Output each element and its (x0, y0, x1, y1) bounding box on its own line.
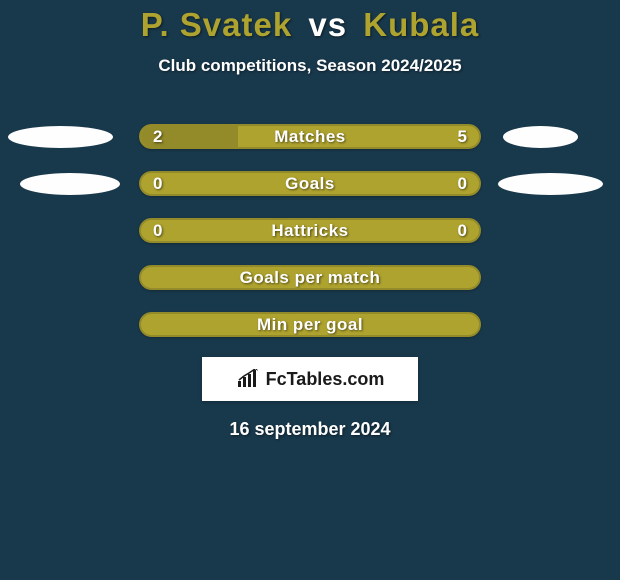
player2-name: Kubala (363, 6, 479, 43)
stat-label: Min per goal (141, 315, 479, 335)
chart-icon (236, 369, 260, 389)
stat-bar: 25Matches (139, 124, 481, 149)
logo-box: FcTables.com (202, 357, 418, 401)
flag-ellipse-left (20, 173, 120, 195)
stat-row: Goals per match (0, 265, 620, 290)
stat-bar: 00Hattricks (139, 218, 481, 243)
stats-card: P. Svatek vs Kubala Club competitions, S… (0, 0, 620, 580)
card-title: P. Svatek vs Kubala (0, 0, 620, 44)
subtitle: Club competitions, Season 2024/2025 (0, 56, 620, 76)
flag-ellipse-right (498, 173, 603, 195)
stat-bar: 00Goals (139, 171, 481, 196)
stat-bar: Goals per match (139, 265, 481, 290)
stat-row: Min per goal (0, 312, 620, 337)
stat-row: 00Goals (0, 171, 620, 196)
stat-bar: Min per goal (139, 312, 481, 337)
flag-ellipse-right (503, 126, 578, 148)
stat-label: Goals per match (141, 268, 479, 288)
vs-text: vs (308, 6, 347, 43)
stat-label: Goals (141, 174, 479, 194)
date-text: 16 september 2024 (0, 419, 620, 440)
flag-ellipse-left (8, 126, 113, 148)
logo-text: FcTables.com (266, 369, 385, 390)
stat-row: 00Hattricks (0, 218, 620, 243)
stat-rows: 25Matches 00Goals 00Hattricks Goals per mat… (0, 124, 620, 337)
stat-row: 25Matches (0, 124, 620, 149)
stat-label: Hattricks (141, 221, 479, 241)
player1-name: P. Svatek (141, 6, 293, 43)
logo-inner: FcTables.com (236, 369, 385, 390)
stat-label: Matches (141, 127, 479, 147)
